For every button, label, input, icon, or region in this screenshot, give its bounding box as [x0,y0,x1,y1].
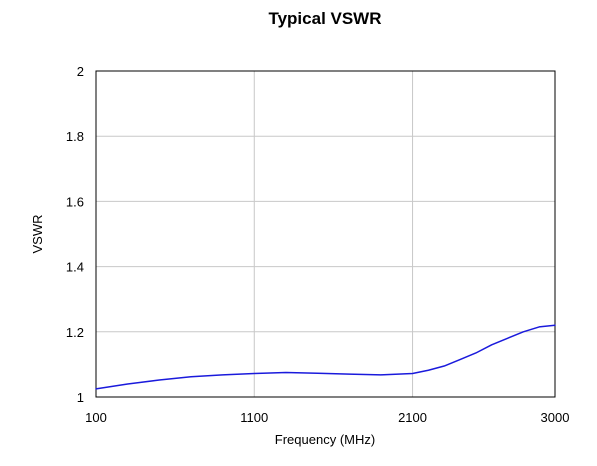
x-tick-label: 100 [85,410,107,425]
grid [96,71,555,397]
y-tick-label: 1.8 [66,129,84,144]
x-tick-label: 2100 [398,410,427,425]
y-tick-label: 1.2 [66,325,84,340]
vswr-series-line [95,324,556,390]
x-tick-label: 1100 [240,410,268,425]
y-tick-label: 1 [77,390,84,405]
x-axis-label: Frequency (MHz) [275,432,375,447]
y-tick-label: 1.6 [66,194,84,209]
series-group [95,324,556,390]
x-tick-label: 3000 [541,410,570,425]
y-tick-label: 1.4 [66,260,84,275]
tick-labels: 100 1100 2100 3000 1 1.2 1.4 1.6 1.8 2 [66,64,570,425]
title-group: Typical VSWR [268,9,381,28]
y-tick-label: 2 [77,64,84,79]
plot-frame [95,70,556,398]
chart-title: Typical VSWR [268,9,381,28]
y-axis-label: VSWR [30,215,45,254]
